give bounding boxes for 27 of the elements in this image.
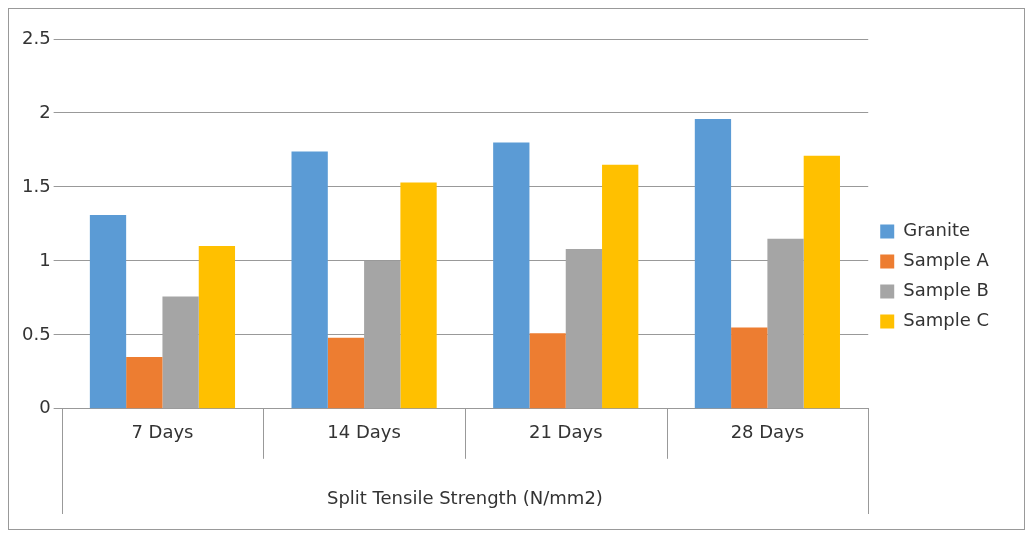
y-tick-label: 0 <box>39 396 51 418</box>
bar <box>731 327 768 409</box>
legend-label: Granite <box>903 219 971 241</box>
bar <box>602 164 639 409</box>
bar <box>803 155 840 409</box>
bar <box>126 357 163 409</box>
bar <box>493 142 530 409</box>
bar <box>291 151 328 409</box>
bar <box>529 333 566 409</box>
legend-label: Sample B <box>903 279 989 301</box>
x-tick-label: 28 Days <box>730 421 805 443</box>
x-axis-title: Split Tensile Strength (N/mm2) <box>326 486 603 508</box>
y-tick-label: 1 <box>39 248 51 270</box>
bar <box>198 246 236 409</box>
x-tick-label: 21 Days <box>528 421 603 443</box>
bar <box>694 118 732 409</box>
bar <box>400 182 437 409</box>
bar <box>327 337 365 409</box>
legend-label: Sample C <box>903 309 989 331</box>
x-tick-label: 7 Days <box>131 421 194 443</box>
y-tick-label: 1.5 <box>21 174 51 196</box>
bar <box>89 215 127 409</box>
y-tick-label: 2.5 <box>21 26 51 48</box>
x-tick-label: 14 Days <box>327 421 401 443</box>
legend-label: Sample A <box>903 249 990 271</box>
y-tick-label: 2 <box>39 100 51 122</box>
y-tick-label: 0.5 <box>21 322 51 344</box>
